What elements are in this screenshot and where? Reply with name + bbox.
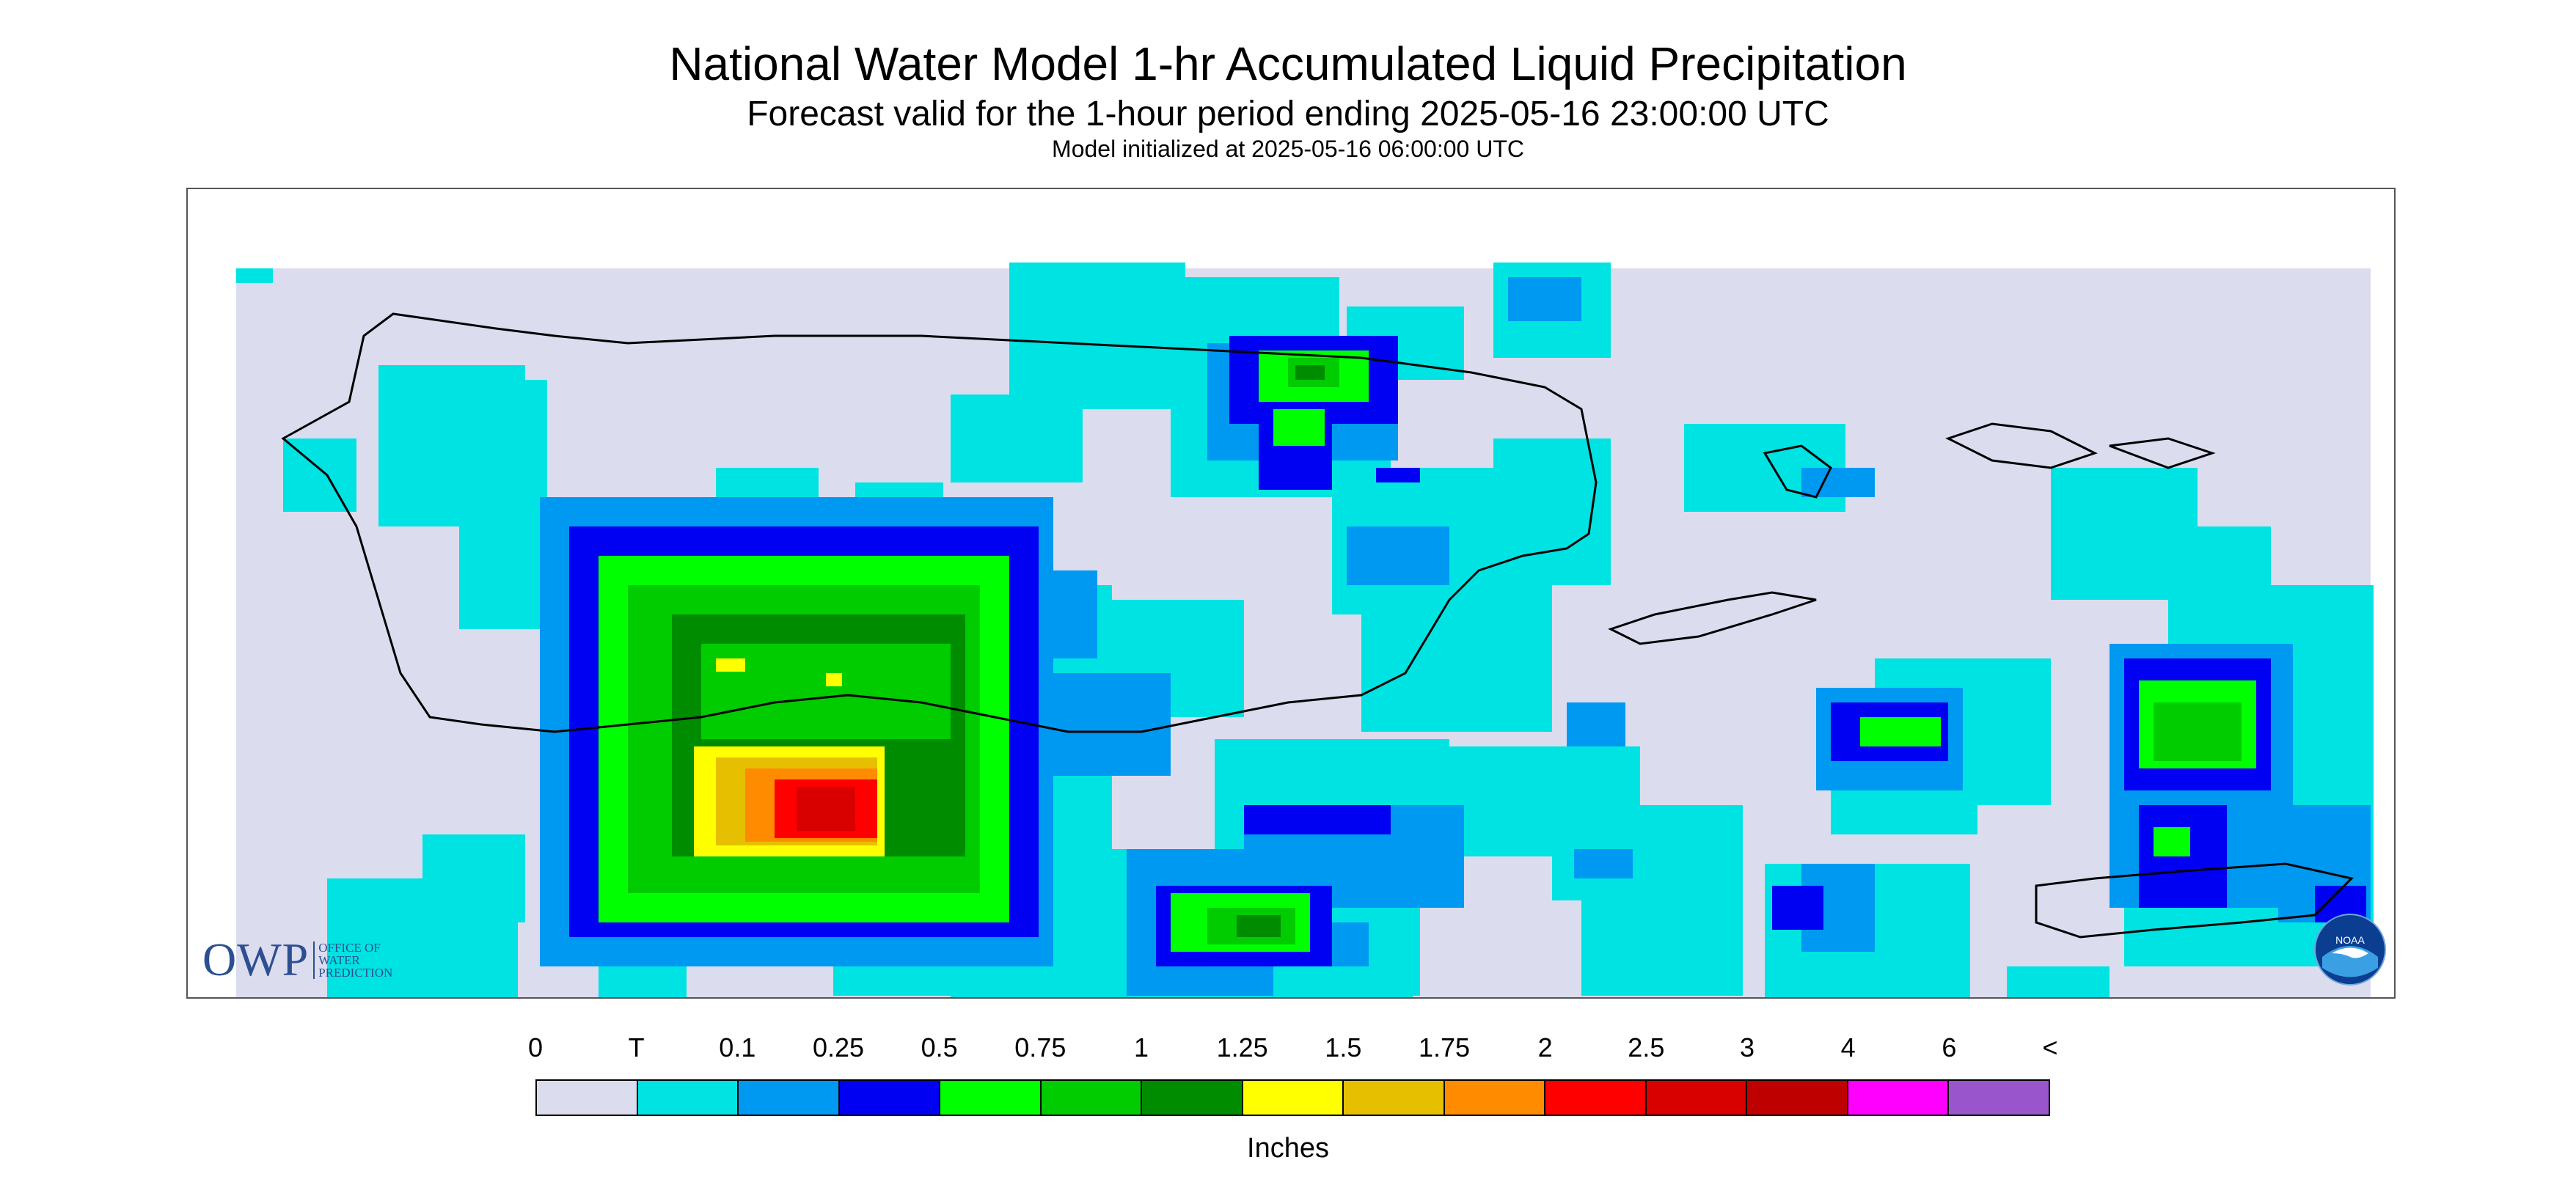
legend-units: Inches xyxy=(1247,1133,1329,1164)
legend-tick-label: 1 xyxy=(1133,1032,1149,1062)
legend-colorbar xyxy=(535,1079,2050,1116)
legend-tick-label: 0.5 xyxy=(921,1032,958,1062)
legend-tick-label: 1.25 xyxy=(1216,1032,1268,1062)
legend-swatch xyxy=(1747,1081,1848,1115)
yellow-spot-2 xyxy=(826,673,842,686)
st-john-outline xyxy=(2109,437,2216,469)
legend-swatch xyxy=(1041,1081,1143,1115)
legend-swatch xyxy=(537,1081,638,1115)
st-thomas-outline xyxy=(1945,422,2098,469)
legend-swatch xyxy=(739,1081,840,1115)
legend-tick-label: T xyxy=(628,1032,645,1062)
legend-tick-label: 3 xyxy=(1739,1032,1755,1062)
map-subtitle: Forecast valid for the 1-hour period end… xyxy=(747,95,1829,133)
yellow-spot-1 xyxy=(716,658,745,672)
map-title: National Water Model 1-hr Accumulated Li… xyxy=(669,37,1907,90)
legend-swatch xyxy=(1545,1081,1647,1115)
legend-tick-label: 2.5 xyxy=(1628,1032,1665,1062)
legend-tick-label: 0.75 xyxy=(1014,1032,1066,1062)
st-croix-outline xyxy=(2035,862,2354,939)
legend-tick-label: 4 xyxy=(1840,1032,1856,1062)
legend-swatch xyxy=(1344,1081,1445,1115)
legend-swatch xyxy=(1243,1081,1344,1115)
owp-logo: OWP OFFICE OF WATER PREDICTION xyxy=(202,933,392,987)
legend-swatch xyxy=(1444,1081,1546,1115)
owp-logo-text: OWP xyxy=(202,933,310,985)
legend-tick-label: 1.5 xyxy=(1325,1032,1362,1062)
precipitation-map: OWP OFFICE OF WATER PREDICTION NOAA xyxy=(186,188,2396,999)
legend-swatch xyxy=(839,1081,941,1115)
legend-swatch xyxy=(1949,1081,2049,1115)
legend-tick-labels: 0 T 0.1 0.25 0.5 0.75 1 1.25 1.5 1.75 2 2.5 3 4 6 < xyxy=(528,1032,2058,1069)
vieques-outline xyxy=(1608,591,1817,645)
noaa-logo: NOAA xyxy=(2313,913,2387,990)
legend-tick-label: 1.75 xyxy=(1418,1032,1471,1062)
legend-tick-label: 0.25 xyxy=(812,1032,865,1062)
dark-red-area xyxy=(797,787,855,831)
legend-tick-label: 0.1 xyxy=(719,1032,756,1062)
legend-tick-label: < xyxy=(2042,1032,2058,1062)
legend-swatch xyxy=(1646,1081,1748,1115)
legend-swatch xyxy=(1142,1081,1243,1115)
coastlines xyxy=(281,312,2354,939)
owp-logo-subtitle: OFFICE OF WATER PREDICTION xyxy=(313,941,392,979)
legend-swatch xyxy=(637,1081,739,1115)
legend-tick-label: 2 xyxy=(1537,1032,1553,1062)
noaa-logo-text: NOAA xyxy=(2335,934,2365,946)
legend-tick-label: 0 xyxy=(527,1032,544,1062)
puerto-rico-outline xyxy=(281,312,1598,733)
map-canvas xyxy=(236,263,2374,997)
inner-green xyxy=(701,644,951,739)
legend-tick-label: 6 xyxy=(1942,1032,1957,1062)
legend-swatch xyxy=(940,1081,1042,1115)
model-init-line: Model initialized at 2025-05-16 06:00:00… xyxy=(1052,136,1524,162)
culebra-outline xyxy=(1763,444,1832,499)
legend-swatch xyxy=(1848,1081,1950,1115)
